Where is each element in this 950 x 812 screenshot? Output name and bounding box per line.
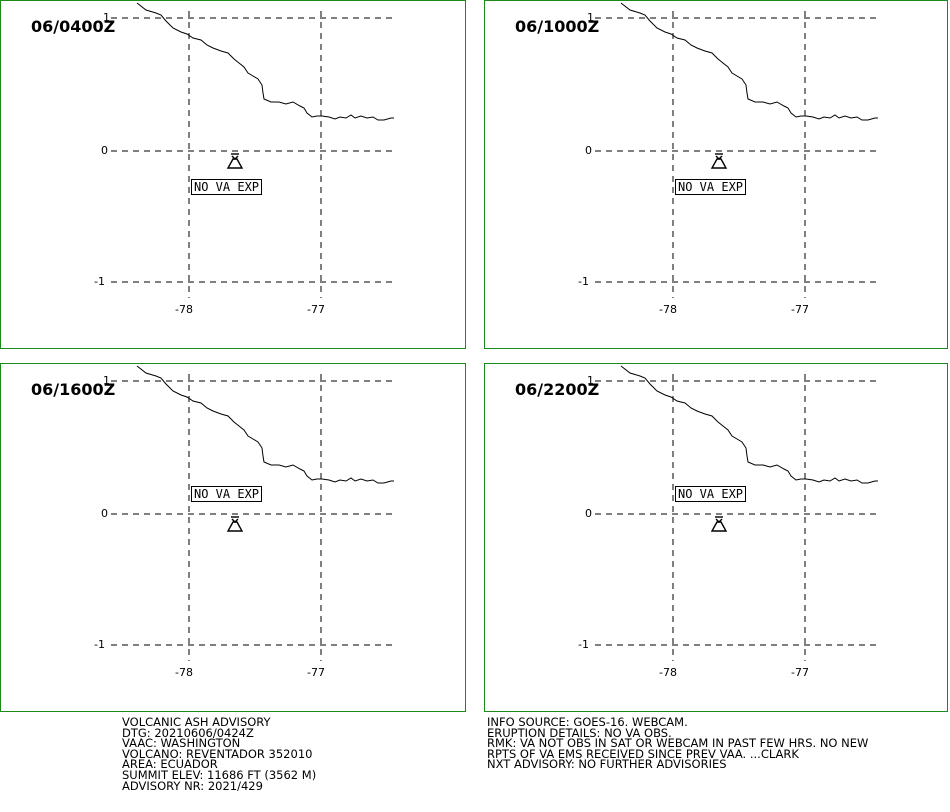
lon-tick-minus-77: -77 xyxy=(307,666,325,679)
lon-tick-minus-78: -78 xyxy=(175,303,193,316)
panel-timestamp: 06/1600Z xyxy=(31,380,116,399)
volcano-icon xyxy=(226,153,244,169)
map-panel-1600z: 06/1600Z 1 0 -1 -78 -77 NO VA EXP xyxy=(0,363,466,712)
advisory-line: RMK: VA NOT OBS IN SAT OR WEBCAM IN PAST… xyxy=(487,736,869,751)
lat-tick-1: 1 xyxy=(587,11,594,24)
lon-tick-minus-77: -77 xyxy=(791,666,809,679)
lat-tick-minus-1: -1 xyxy=(578,275,589,288)
lon-tick-minus-78: -78 xyxy=(659,303,677,316)
map-graticule xyxy=(595,2,880,298)
advisory-line: NXT ADVISORY: NO FURTHER ADVISORIES xyxy=(487,757,727,772)
lat-tick-minus-1: -1 xyxy=(94,275,105,288)
panel-timestamp: 06/1000Z xyxy=(515,17,600,36)
advisory-line: SUMMIT ELEV: 11686 FT (3562 M) xyxy=(122,767,317,782)
map-graticule xyxy=(111,2,396,298)
lat-tick-1: 1 xyxy=(587,374,594,387)
lat-tick-0: 0 xyxy=(585,507,592,520)
lon-tick-minus-78: -78 xyxy=(175,666,193,679)
lat-tick-minus-1: -1 xyxy=(578,638,589,651)
no-va-expected-label: NO VA EXP xyxy=(675,179,747,195)
no-va-expected-label: NO VA EXP xyxy=(191,486,263,502)
panel-timestamp: 06/2200Z xyxy=(515,380,600,399)
lat-tick-0: 0 xyxy=(585,144,592,157)
lat-tick-1: 1 xyxy=(103,11,110,24)
map-panel-1000z: 06/1000Z 1 0 -1 -78 -77 NO VA EXP xyxy=(484,0,948,349)
advisory-line: ERUPTION DETAILS: NO VA OBS. xyxy=(487,725,672,740)
coastline xyxy=(136,2,394,121)
volcano-icon xyxy=(710,153,728,169)
advisory-line: INFO SOURCE: GOES-16. WEBCAM. xyxy=(487,715,688,729)
no-va-expected-label: NO VA EXP xyxy=(191,179,263,195)
panel-timestamp: 06/0400Z xyxy=(31,17,116,36)
lon-tick-minus-78: -78 xyxy=(659,666,677,679)
map-graticule xyxy=(111,365,396,661)
advisory-line: DTG: 20210606/0424Z xyxy=(122,725,254,740)
map-panel-2200z: 06/2200Z 1 0 -1 -78 -77 NO VA EXP xyxy=(484,363,948,712)
lon-tick-minus-77: -77 xyxy=(307,303,325,316)
advisory-details-block: INFO SOURCE: GOES-16. WEBCAM. ERUPTION D… xyxy=(487,715,869,772)
lon-tick-minus-77: -77 xyxy=(791,303,809,316)
lat-tick-0: 0 xyxy=(101,507,108,520)
volcano-icon xyxy=(226,516,244,532)
advisory-header-block: VOLCANIC ASH ADVISORY DTG: 20210606/0424… xyxy=(122,715,317,793)
advisory-line: ADVISORY NR: 2021/429 xyxy=(122,778,263,793)
advisory-line: RPTS OF VA EMS RECEIVED SINCE PREV VAA. … xyxy=(487,746,799,761)
advisory-line: VOLCANO: REVENTADOR 352010 xyxy=(122,746,313,761)
map-graticule xyxy=(595,365,880,661)
advisory-line: VOLCANIC ASH ADVISORY xyxy=(122,715,271,729)
coastline xyxy=(620,365,878,484)
lat-tick-1: 1 xyxy=(103,374,110,387)
volcano-icon xyxy=(710,516,728,532)
coastline xyxy=(136,365,394,484)
map-panel-0400z: 06/0400Z 1 0 -1 -78 -77 NO VA EXP xyxy=(0,0,466,349)
lat-tick-minus-1: -1 xyxy=(94,638,105,651)
lat-tick-0: 0 xyxy=(101,144,108,157)
advisory-line: VAAC: WASHINGTON xyxy=(122,736,241,751)
no-va-expected-label: NO VA EXP xyxy=(675,486,747,502)
advisory-line: AREA: ECUADOR xyxy=(122,757,218,772)
coastline xyxy=(620,2,878,121)
